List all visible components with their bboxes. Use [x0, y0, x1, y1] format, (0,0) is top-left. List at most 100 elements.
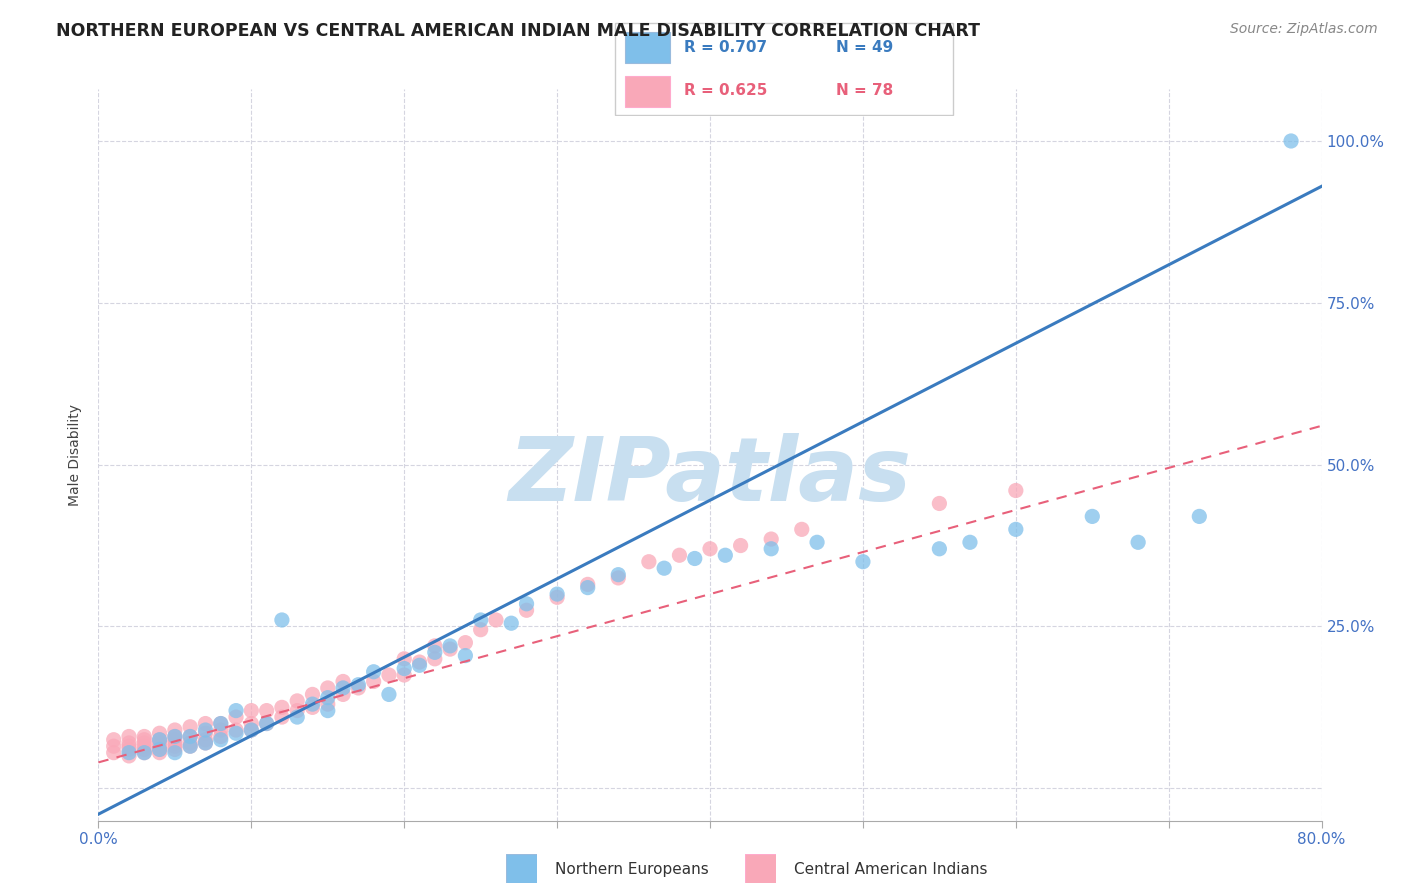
Point [240, 716, 263, 731]
Point [470, 623, 492, 637]
Point [423, 652, 446, 666]
Text: Northern Europeans: Northern Europeans [555, 863, 709, 877]
Point [1004, 483, 1026, 498]
Point [103, 746, 125, 760]
Point [134, 732, 156, 747]
Point [1128, 535, 1150, 549]
Text: R = 0.625: R = 0.625 [683, 83, 768, 98]
Text: N = 78: N = 78 [835, 83, 893, 98]
Point [759, 532, 782, 546]
Point [240, 704, 263, 718]
FancyBboxPatch shape [614, 23, 953, 115]
Point [179, 739, 201, 754]
Point [118, 748, 141, 763]
Point [316, 681, 339, 695]
Point [118, 742, 141, 756]
Point [347, 681, 370, 695]
FancyBboxPatch shape [506, 854, 537, 883]
Point [179, 736, 201, 750]
Text: N = 49: N = 49 [835, 40, 893, 55]
Point [149, 742, 172, 756]
FancyBboxPatch shape [626, 32, 671, 62]
Point [301, 697, 323, 711]
Point [332, 674, 354, 689]
Point [118, 746, 141, 760]
Point [163, 736, 186, 750]
Point [163, 742, 186, 756]
Point [194, 716, 217, 731]
Point [163, 739, 186, 754]
Point [270, 710, 292, 724]
Point [408, 655, 430, 669]
Point [408, 658, 430, 673]
Point [576, 577, 599, 591]
Point [194, 726, 217, 740]
Point [209, 730, 232, 744]
Text: ZIPatlas: ZIPatlas [509, 434, 911, 520]
Point [285, 710, 308, 724]
Point [163, 746, 186, 760]
Point [149, 726, 172, 740]
Point [285, 694, 308, 708]
Point [959, 535, 981, 549]
Point [118, 739, 141, 754]
Point [134, 746, 156, 760]
Point [454, 635, 477, 649]
Point [470, 613, 492, 627]
Text: NORTHERN EUROPEAN VS CENTRAL AMERICAN INDIAN MALE DISABILITY CORRELATION CHART: NORTHERN EUROPEAN VS CENTRAL AMERICAN IN… [56, 22, 980, 40]
Text: Source: ZipAtlas.com: Source: ZipAtlas.com [1230, 22, 1378, 37]
Point [699, 541, 721, 556]
Point [256, 716, 278, 731]
Point [163, 730, 186, 744]
Point [1081, 509, 1104, 524]
Point [134, 746, 156, 760]
Point [240, 723, 263, 737]
Point [439, 639, 461, 653]
Point [149, 746, 172, 760]
Point [134, 730, 156, 744]
Point [163, 730, 186, 744]
Point [652, 561, 675, 575]
Point [270, 613, 292, 627]
Point [347, 678, 370, 692]
Point [149, 742, 172, 756]
Text: R = 0.707: R = 0.707 [683, 40, 768, 55]
Point [439, 642, 461, 657]
Point [332, 687, 354, 701]
Point [392, 652, 416, 666]
Point [179, 739, 201, 754]
Point [179, 730, 201, 744]
Point [256, 704, 278, 718]
Point [179, 720, 201, 734]
Point [1188, 509, 1211, 524]
Point [363, 665, 385, 679]
Point [194, 723, 217, 737]
Point [103, 732, 125, 747]
Point [149, 732, 172, 747]
Point [134, 739, 156, 754]
Point [225, 710, 247, 724]
FancyBboxPatch shape [626, 76, 671, 107]
Point [240, 723, 263, 737]
Point [149, 739, 172, 754]
Point [485, 613, 508, 627]
Point [378, 668, 401, 682]
Point [209, 716, 232, 731]
Point [546, 587, 568, 601]
Point [209, 732, 232, 747]
Point [392, 661, 416, 675]
Point [668, 548, 690, 562]
Point [852, 555, 875, 569]
Point [637, 555, 661, 569]
FancyBboxPatch shape [745, 854, 776, 883]
Point [194, 736, 217, 750]
Text: Central American Indians: Central American Indians [794, 863, 988, 877]
Point [806, 535, 828, 549]
Point [103, 739, 125, 754]
Point [576, 581, 599, 595]
Point [301, 700, 323, 714]
Point [194, 736, 217, 750]
Point [759, 541, 782, 556]
Point [363, 674, 385, 689]
Point [225, 704, 247, 718]
